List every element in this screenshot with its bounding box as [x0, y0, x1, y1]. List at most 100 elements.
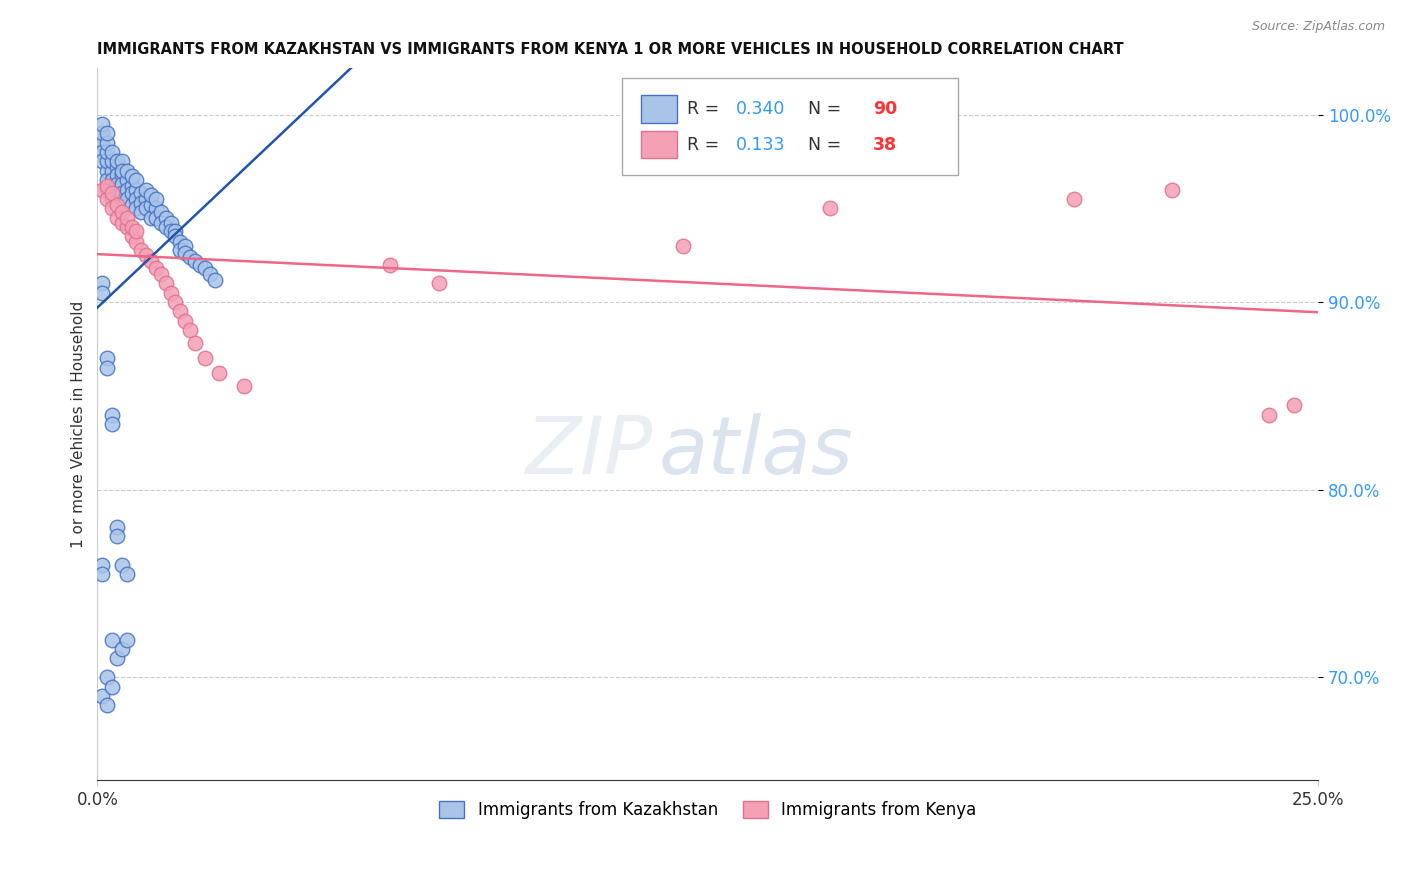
Point	[135, 248, 157, 262]
Point	[149, 216, 172, 230]
Point	[111, 205, 134, 219]
Point	[159, 216, 181, 230]
Point	[204, 272, 226, 286]
Point	[91, 145, 114, 159]
Point	[121, 186, 143, 201]
Point	[105, 160, 128, 174]
Point	[115, 211, 138, 225]
Point	[105, 520, 128, 534]
Point	[208, 367, 231, 381]
Point	[380, 258, 402, 272]
Point	[131, 195, 153, 210]
Point	[115, 632, 138, 647]
Point	[184, 336, 207, 351]
Point	[101, 154, 124, 169]
Point	[139, 211, 162, 225]
Point	[145, 192, 167, 206]
Point	[1282, 398, 1305, 412]
Point	[165, 229, 187, 244]
Point	[125, 182, 148, 196]
Point	[101, 192, 124, 206]
Point	[96, 698, 118, 713]
Point	[179, 323, 201, 337]
Point	[184, 253, 207, 268]
Point	[96, 182, 118, 196]
Point	[111, 216, 134, 230]
Point	[198, 267, 221, 281]
Point	[174, 314, 197, 328]
Point	[135, 182, 157, 196]
Point	[115, 163, 138, 178]
Point	[174, 239, 197, 253]
Point	[91, 277, 114, 291]
Point	[169, 243, 191, 257]
Point	[149, 205, 172, 219]
Text: IMMIGRANTS FROM KAZAKHSTAN VS IMMIGRANTS FROM KENYA 1 OR MORE VEHICLES IN HOUSEH: IMMIGRANTS FROM KAZAKHSTAN VS IMMIGRANTS…	[97, 42, 1123, 57]
Point	[101, 173, 124, 187]
Point	[159, 285, 181, 300]
Point	[179, 250, 201, 264]
Point	[105, 168, 128, 182]
Point	[159, 224, 181, 238]
Point	[135, 192, 157, 206]
Point	[115, 567, 138, 582]
Point	[105, 529, 128, 543]
Point	[91, 689, 114, 703]
Point	[111, 163, 134, 178]
Y-axis label: 1 or more Vehicles in Household: 1 or more Vehicles in Household	[72, 301, 86, 548]
Point	[1258, 408, 1281, 422]
Point	[101, 632, 124, 647]
Point	[169, 235, 191, 249]
Point	[111, 558, 134, 572]
Point	[111, 168, 134, 182]
Text: R =: R =	[688, 100, 725, 118]
Point	[91, 126, 114, 140]
Point	[145, 211, 167, 225]
Point	[125, 192, 148, 206]
Point	[105, 197, 128, 211]
Point	[96, 351, 118, 366]
Point	[121, 220, 143, 235]
FancyBboxPatch shape	[641, 131, 678, 158]
Point	[91, 136, 114, 150]
Text: 38: 38	[873, 136, 897, 153]
Point	[111, 642, 134, 657]
Point	[121, 169, 143, 184]
Point	[174, 246, 197, 260]
Point	[115, 220, 138, 235]
Point	[1160, 182, 1182, 196]
Point	[101, 202, 124, 216]
Point	[91, 117, 114, 131]
Point	[135, 202, 157, 216]
FancyBboxPatch shape	[623, 78, 957, 175]
Point	[672, 239, 695, 253]
Point	[155, 211, 177, 225]
Point	[96, 163, 118, 178]
Point	[111, 186, 134, 201]
Point	[125, 235, 148, 249]
Point	[125, 224, 148, 238]
Point	[96, 192, 118, 206]
Point	[101, 163, 124, 178]
Point	[101, 680, 124, 694]
Point	[101, 408, 124, 422]
Point	[105, 651, 128, 665]
Point	[105, 154, 128, 169]
Point	[96, 178, 118, 193]
Point	[194, 261, 217, 276]
Point	[101, 186, 124, 201]
Point	[131, 243, 153, 257]
Point	[105, 211, 128, 225]
Point	[139, 197, 162, 211]
Text: N =: N =	[797, 136, 846, 153]
Point	[105, 177, 128, 191]
Point	[131, 186, 153, 201]
Point	[96, 154, 118, 169]
Point	[125, 202, 148, 216]
Point	[139, 188, 162, 202]
Text: 0.340: 0.340	[735, 100, 786, 118]
Point	[115, 173, 138, 187]
Point	[194, 351, 217, 366]
Point	[169, 304, 191, 318]
Text: N =: N =	[797, 100, 846, 118]
